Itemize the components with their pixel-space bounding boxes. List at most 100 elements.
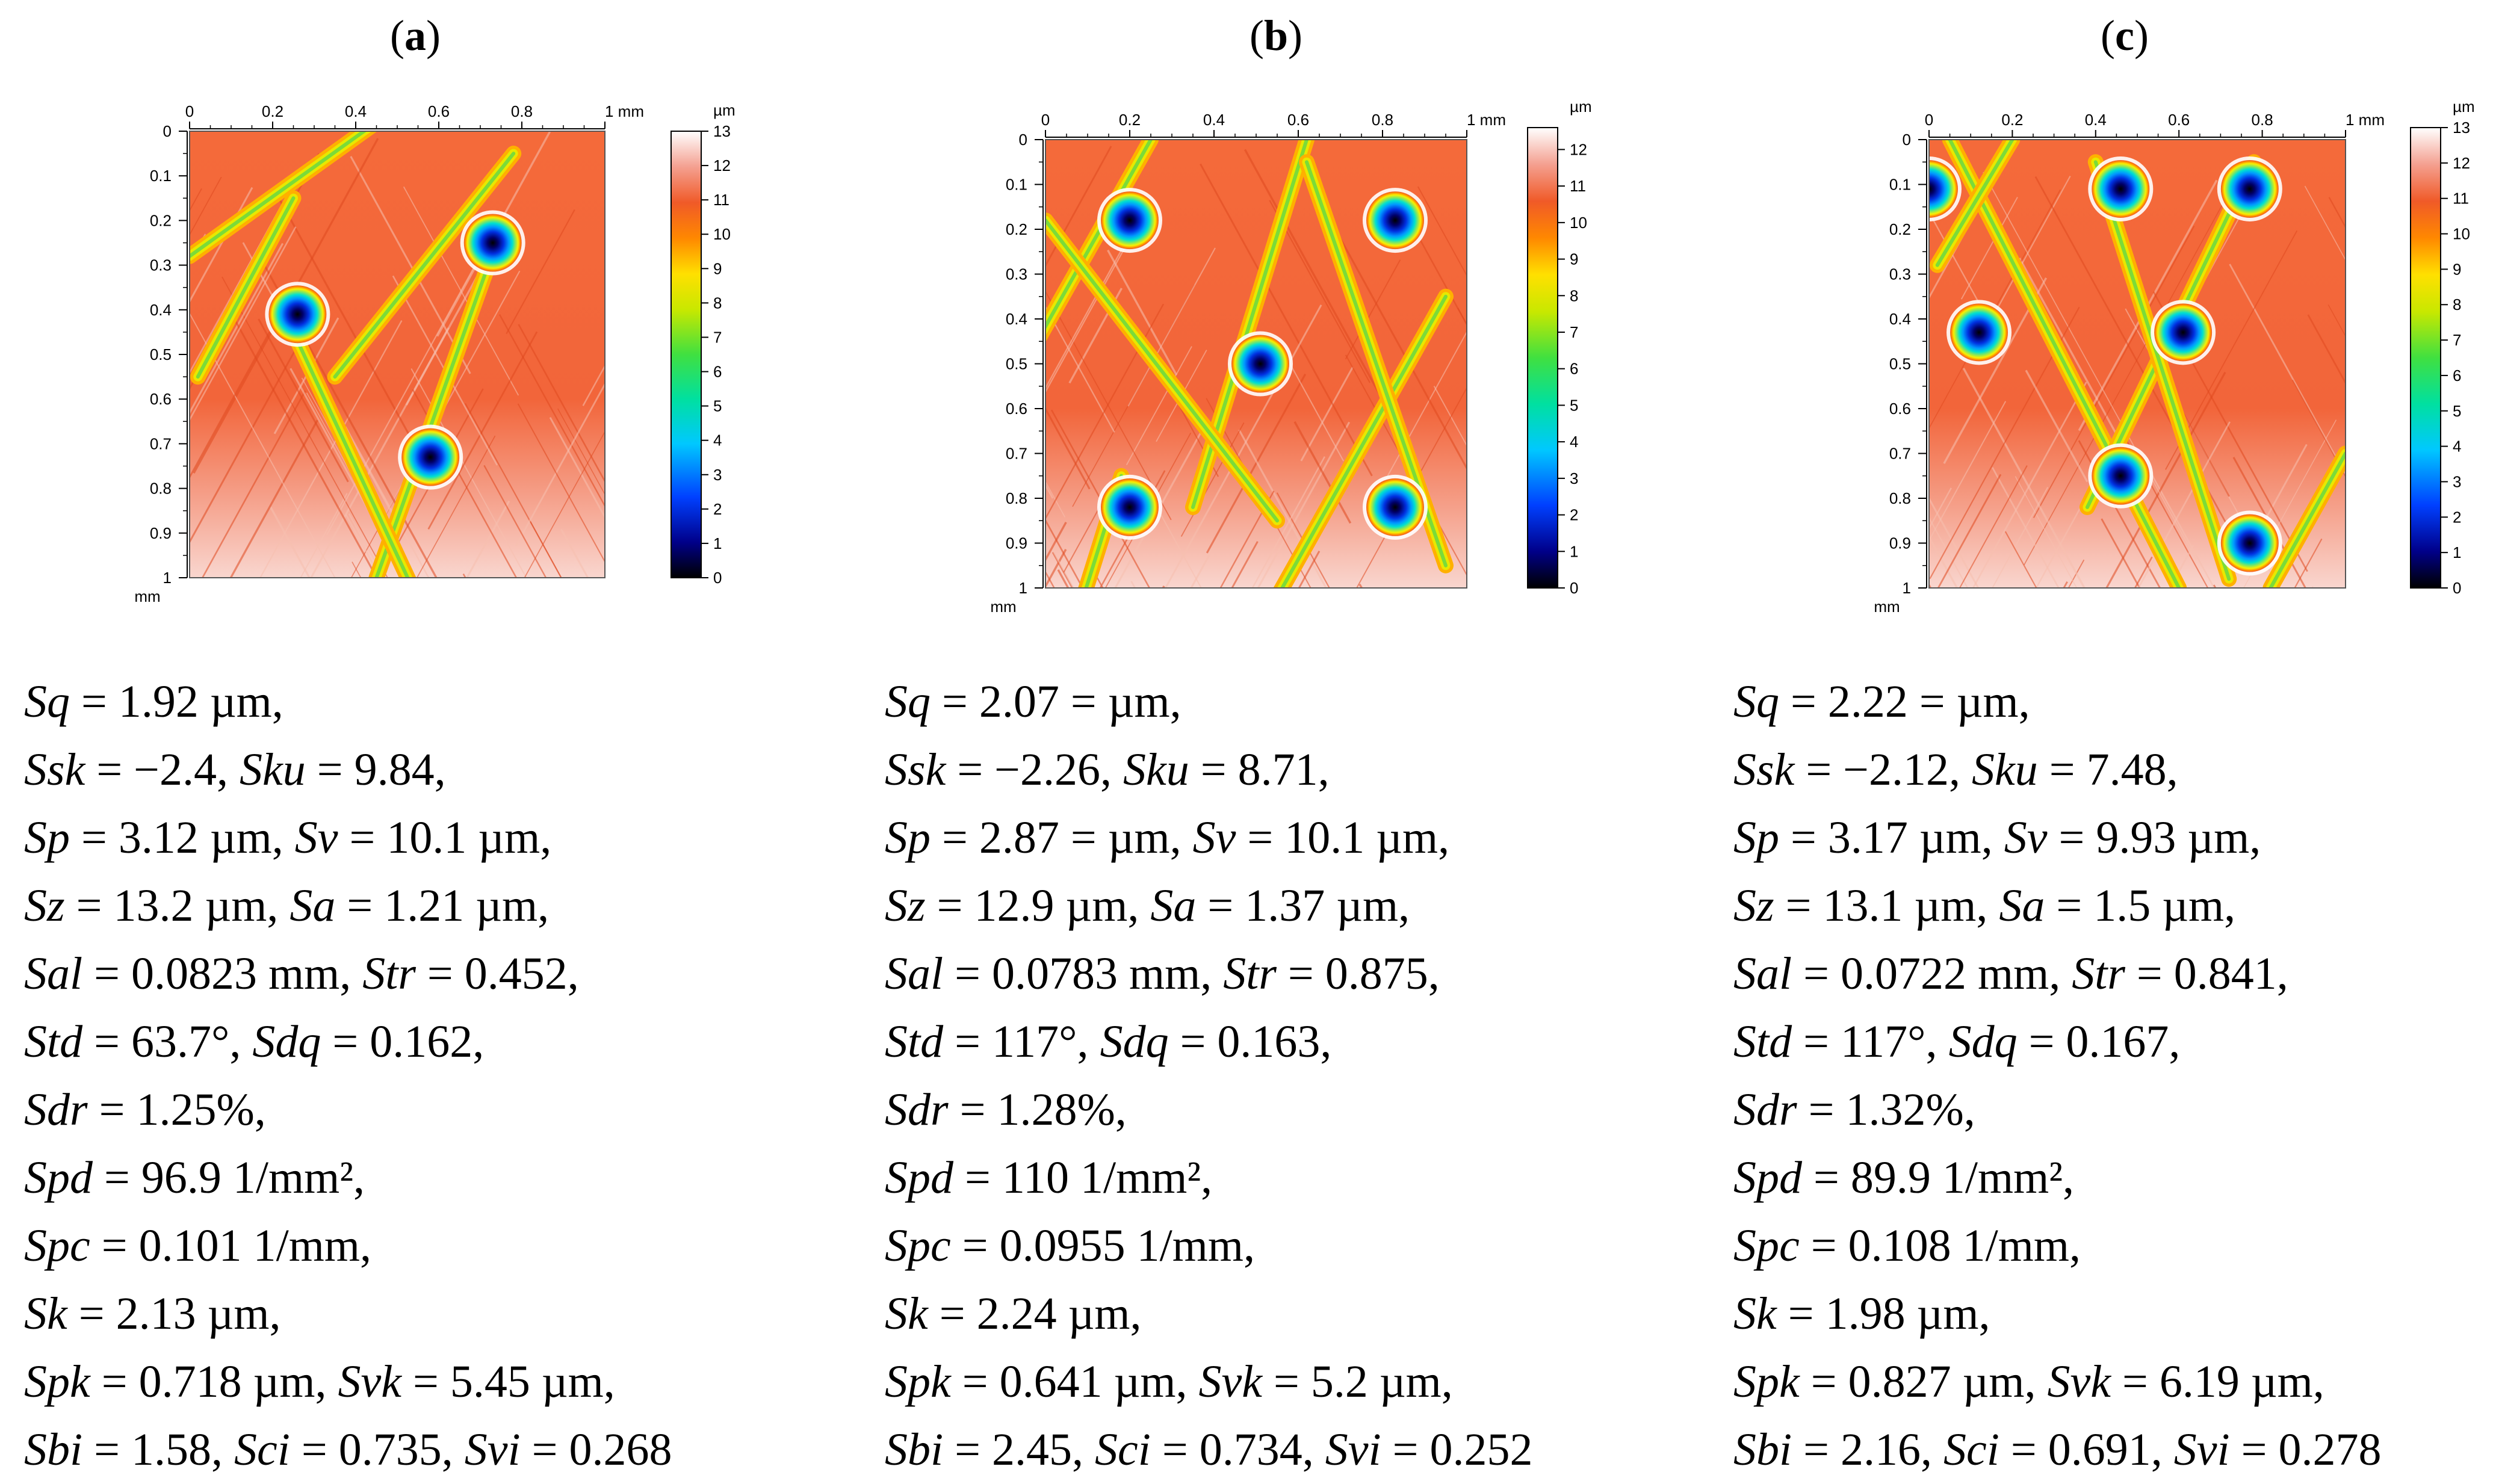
colorbar-tick-label: 8 <box>2453 295 2461 314</box>
parameter-name: Sv <box>1192 812 1236 863</box>
band-core <box>2268 451 2346 588</box>
y-tick-label: 0.1 <box>150 167 172 185</box>
parameter-value: = 6.19 µm, <box>2110 1356 2324 1407</box>
scratch-line <box>1929 211 1983 310</box>
scratch-line <box>201 390 306 578</box>
parameter-name: Spc <box>885 1220 951 1271</box>
scratch-line <box>345 426 430 578</box>
y-tick-label: 0 <box>1019 131 1027 149</box>
parameter-name: Sal <box>885 948 944 999</box>
parameter-value: = 10.1 µm, <box>1236 812 1450 863</box>
scratch-line <box>350 156 471 374</box>
surface-map-svg: 0 0.2 0.4 0.6 0.8 1 mm00.10.20.30.40.50.60.70… <box>990 97 1591 616</box>
scratch-line <box>1992 467 2060 588</box>
colorbar-tick-label: 6 <box>2453 366 2461 385</box>
parameter-line: Sdr = 1.25%, <box>24 1076 831 1144</box>
scratch-line <box>506 209 575 335</box>
colorbar-unit: µm <box>713 101 736 119</box>
scratch-line <box>348 513 385 578</box>
dimple <box>2220 159 2279 218</box>
y-tick-label: 0.6 <box>150 390 172 408</box>
parameter-value: = 0.0823 mm, <box>82 948 363 999</box>
panel-label: c <box>2115 11 2134 60</box>
parameter-line: Sbi = 2.16, Sci = 0.691, Svi = 0.278 <box>1733 1416 2493 1484</box>
colorbar-tick-label: 12 <box>1570 140 1587 158</box>
scratch-line <box>1929 496 1980 588</box>
panel-title: (b) <box>1249 11 1302 60</box>
parameter-value: = 0.268 <box>520 1424 672 1475</box>
y-tick-label: 0.3 <box>1006 265 1027 283</box>
colorbar-tick-label: 9 <box>713 259 722 277</box>
y-tick-label: 1 <box>163 569 172 587</box>
parameter-line: Sbi = 2.45, Sci = 0.734, Svi = 0.252 <box>885 1416 1691 1484</box>
scratch-line <box>0 170 107 401</box>
scratch-line <box>416 435 496 578</box>
parameter-value: = 0.841, <box>2125 948 2288 999</box>
parameter-line: Std = 117°, Sdq = 0.163, <box>885 1008 1691 1076</box>
parameter-value: = 5.2 µm, <box>1262 1356 1453 1407</box>
parameter-name: Svk <box>2047 1356 2111 1407</box>
parameter-name: Std <box>1733 1016 1792 1067</box>
x-tick-label: 0 <box>1925 111 1933 129</box>
y-tick-label: 0.8 <box>1889 489 1911 507</box>
scratch-line <box>549 416 605 519</box>
colorbar-tick-label: 3 <box>2453 472 2461 490</box>
scratch-line <box>1045 303 1165 520</box>
scratch-line <box>1962 368 2086 588</box>
dimple <box>1366 191 1424 250</box>
parameter-value: = 8.71, <box>1189 744 1330 795</box>
y-tick-label: 0.3 <box>1889 265 1911 283</box>
y-axis: 0 0.1 0.2 0.3 0.4 0.5 0.6 0.7 0.8 0.9 1mm <box>134 122 188 605</box>
colorbar-tick-label: 1 <box>2453 543 2461 561</box>
parameter-line: Sbi = 1.58, Sci = 0.735, Svi = 0.268 <box>24 1416 831 1484</box>
scratch-line <box>190 340 301 544</box>
parameter-line: Ssk = −2.26, Sku = 8.71, <box>885 736 1691 804</box>
parameter-name: Sku <box>240 744 306 795</box>
parameter-list: Sq = 1.92 µm, Ssk = −2.4, Sku = 9.84, Sp =… <box>24 668 831 1484</box>
parameter-value: = 1.92 µm, <box>70 676 283 727</box>
parameter-name: Str <box>1223 948 1277 999</box>
colorbar-tick-label: 10 <box>713 225 731 243</box>
parameter-name: Ssk <box>1733 744 1795 795</box>
parameter-value: = 0.734, <box>1150 1424 1325 1475</box>
dimple <box>2154 303 2213 362</box>
scratch-line <box>2304 185 2346 261</box>
parameter-value: = 2.16, <box>1792 1424 1943 1475</box>
parameter-line: Sal = 0.0783 mm, Str = 0.875, <box>885 940 1691 1008</box>
parameter-name: Spd <box>885 1152 953 1203</box>
scratch-line <box>483 465 547 578</box>
band-core <box>333 152 516 379</box>
surface-map-svg: 0 0.2 0.4 0.6 0.8 1 mm00.10.20.30.40.50.60.70… <box>0 101 736 605</box>
y-axis: 0 0.1 0.2 0.3 0.4 0.5 0.6 0.7 0.8 0.9 1mm <box>1874 131 1927 616</box>
x-tick-label: 1 mm <box>1467 111 1506 129</box>
band-core <box>196 196 296 379</box>
scratch-line <box>1045 290 1172 521</box>
x-tick-label: 0.2 <box>1119 111 1141 129</box>
parameter-name: Ssk <box>24 744 85 795</box>
scratch-line <box>1293 421 1352 524</box>
scratch-line <box>2018 258 2129 456</box>
scratch-line <box>1929 516 1969 588</box>
scratch-line <box>1276 492 1330 588</box>
parameter-name: Sz <box>885 880 926 931</box>
map-frame <box>1928 139 2346 589</box>
parameter-line: Spk = 0.641 µm, Svk = 5.2 µm, <box>885 1348 1691 1416</box>
scratch-line <box>258 318 349 483</box>
y-axis: 0 0.1 0.2 0.3 0.4 0.5 0.6 0.7 0.8 0.9 1mm <box>990 131 1044 616</box>
panel-title: (c) <box>2101 11 2149 60</box>
parameter-name: Spc <box>1733 1220 1800 1271</box>
band-core <box>374 227 503 578</box>
x-tick-label: 0.6 <box>1287 111 1309 129</box>
y-tick-label: 0.2 <box>150 211 172 229</box>
scratch-line <box>1337 235 1467 471</box>
parameter-name: Sp <box>24 812 70 863</box>
parameter-value: = 2.45, <box>943 1424 1095 1475</box>
y-tick-label: 1 <box>1019 579 1027 597</box>
scratch-line <box>2126 441 2209 588</box>
surface-map: 0 0.2 0.4 0.6 0.8 1 mm 0 0.1 0.2 0.3 0.4 0.5 0.6 0.7 0… <box>861 84 1691 626</box>
scratch-line <box>300 493 348 578</box>
parameter-line: Sk = 2.13 µm, <box>24 1280 831 1348</box>
scratch-line <box>1787 435 1854 558</box>
parameter-name: Ssk <box>885 744 946 795</box>
